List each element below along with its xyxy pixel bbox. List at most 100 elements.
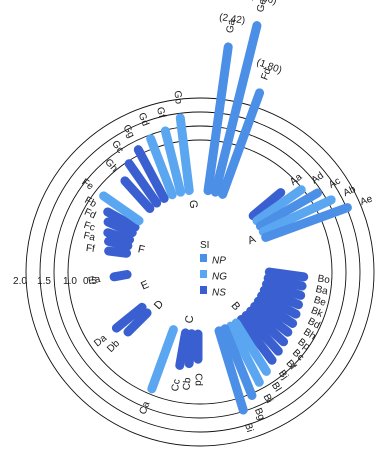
value-annotation: (2.86): [250, 0, 278, 7]
legend-swatch: [200, 270, 207, 278]
group-label-a: A: [246, 233, 258, 247]
bar-ad: [252, 185, 306, 226]
bar-bp: [250, 301, 293, 337]
item-label: Ea: [87, 274, 101, 287]
bar-db: [123, 308, 152, 337]
item-label: Gg: [120, 123, 136, 140]
item-label: Gf: [154, 106, 167, 119]
bar-gd: [146, 134, 177, 200]
item-label: Gh: [102, 157, 119, 174]
bars: [99, 21, 352, 415]
item-label: Gc: [109, 139, 125, 156]
radial-grid: [25, 97, 375, 447]
item-label: Bo: [317, 274, 331, 287]
bar-gb: [175, 113, 194, 196]
item-label: Fa: [82, 230, 96, 243]
bar-ab: [258, 195, 336, 237]
bar-bo: [264, 267, 309, 282]
bar-ga: [203, 42, 233, 196]
item-label: Bg: [252, 406, 267, 421]
bar-bi: [214, 326, 248, 415]
bar-gh: [120, 176, 155, 213]
bar-ca: [147, 325, 178, 394]
bar-ae: [261, 203, 352, 242]
bar-cc: [175, 328, 190, 370]
bar-fe: [99, 191, 144, 226]
item-label: Ff: [85, 243, 95, 255]
bar-gc: [124, 159, 162, 208]
bar-ba: [263, 273, 307, 291]
item-label: Bi: [261, 392, 275, 405]
bar-bk: [259, 285, 304, 310]
item-label: Ac: [327, 176, 343, 191]
legend-entry: NG: [212, 272, 227, 283]
bar-bj: [236, 315, 277, 365]
group-label-g: G: [187, 199, 200, 209]
legend: SI NP NG NS: [200, 240, 227, 299]
radial-tick-label: 1.0: [63, 276, 77, 287]
bar-bl: [231, 318, 271, 376]
item-label: Ae: [359, 193, 375, 208]
grid-ring: [53, 125, 347, 419]
item-label: Ga: [225, 19, 238, 34]
bar-cb: [184, 329, 197, 369]
item-labels: Aa Ad AcAbAeBoBaBeBkBdBhBpBcBfBjBlBiBgBiCd…: [79, 0, 374, 434]
bar-bh: [253, 296, 298, 328]
bar-bg: [220, 324, 257, 401]
bar-fd: [103, 217, 137, 238]
bar-aa: [248, 188, 286, 221]
item-label: Fe: [79, 177, 95, 193]
item-label: Fc: [82, 220, 96, 234]
legend-swatch: [200, 254, 207, 262]
item-label: Be: [312, 295, 327, 309]
item-label: Fd: [82, 207, 97, 222]
bar-ea: [109, 270, 132, 282]
bar-fd: [218, 88, 265, 199]
group-label-e: E: [139, 279, 151, 293]
value-annotation: (2.42): [218, 12, 245, 27]
item-label: Gb: [171, 90, 184, 105]
bar-bd: [257, 291, 301, 319]
radial-tick-label: 1.5: [37, 276, 51, 287]
legend-swatch: [200, 286, 207, 294]
item-label: Ba: [314, 284, 329, 298]
item-label: Bi: [242, 422, 255, 434]
item-label: Ab: [342, 184, 358, 199]
legend-title: SI: [200, 240, 209, 251]
bar-ge: [210, 21, 262, 197]
bar-gg: [133, 145, 169, 203]
group-label-c: C: [183, 315, 196, 325]
legend-entry: NP: [212, 256, 226, 267]
radial-tick-label: 2.0: [13, 276, 27, 287]
item-label: Cd: [192, 373, 203, 386]
grid-ring: [67, 139, 333, 405]
bar-bf: [241, 311, 283, 356]
group-labels: A B C DE F G: [137, 199, 258, 324]
item-label: Gd: [136, 111, 151, 127]
group-label-b: B: [228, 300, 242, 313]
grid-ring: [39, 111, 361, 433]
legend-entry: NS: [212, 288, 226, 299]
radial-tick-labels: 2.0 1.5 1.0 0.5: [13, 276, 97, 287]
bar-fb: [103, 207, 140, 232]
bar-fa: [104, 236, 133, 251]
radial-tick-label: 0.5: [83, 276, 97, 287]
item-label: Ge: [255, 0, 269, 13]
bar-bi: [226, 321, 264, 387]
item-label: Bk: [309, 305, 325, 320]
item-label: Fd: [259, 67, 273, 82]
item-label: Cc: [170, 378, 183, 392]
item-label: Ca: [138, 400, 153, 416]
group-label-d: D: [152, 298, 166, 312]
item-label: Bd: [306, 316, 322, 331]
item-label: Cb: [181, 377, 193, 391]
bar-be: [261, 279, 306, 300]
grid-ring: [25, 97, 375, 447]
bar-ac: [255, 188, 323, 231]
item-label: Ad: [310, 170, 326, 186]
bar-bc: [246, 306, 289, 347]
bar-da: [111, 302, 147, 333]
group-label-f: F: [137, 243, 146, 256]
